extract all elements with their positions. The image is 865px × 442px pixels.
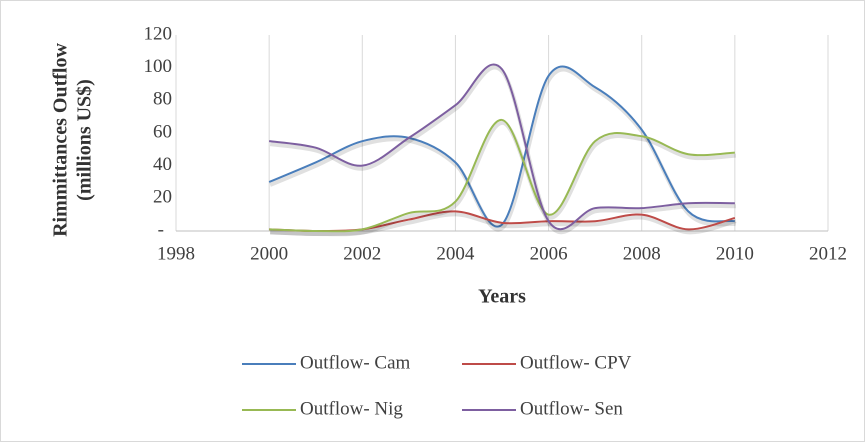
- y-tick-label: 80: [153, 89, 172, 110]
- x-tick-label: 2008: [623, 243, 661, 264]
- x-tick-label: 1998: [157, 243, 195, 264]
- line-shadow: [270, 120, 736, 237]
- y-tick-label: -: [158, 219, 164, 240]
- legend-label: Outflow- Cam: [300, 352, 411, 373]
- y-axis-title: Rimmittances Outflow: [50, 43, 72, 237]
- y-axis-title: (millions US$): [74, 79, 96, 201]
- x-tick-label: 2000: [250, 243, 288, 264]
- series-line: [269, 63, 735, 231]
- y-tick-label: 100: [144, 56, 173, 77]
- y-tick-label: 120: [144, 23, 173, 44]
- legend-label: Outflow- CPV: [520, 352, 632, 373]
- x-tick-label: 2012: [809, 243, 847, 264]
- series-line: [269, 118, 735, 233]
- x-tick-label: 2002: [343, 243, 381, 264]
- y-tick-label: 20: [153, 187, 172, 208]
- x-tick-label: 2010: [716, 243, 754, 264]
- x-axis-title: Years: [478, 286, 526, 308]
- legend-label: Outflow- Sen: [520, 398, 623, 419]
- line-shadow: [270, 212, 737, 237]
- x-tick-label: 2004: [436, 243, 475, 264]
- y-tick-label: 60: [153, 121, 172, 142]
- series-line: [268, 65, 736, 228]
- x-tick-label: 2006: [530, 243, 568, 264]
- legend-label: Outflow- Nig: [300, 398, 403, 419]
- y-tick-label: 40: [153, 154, 172, 175]
